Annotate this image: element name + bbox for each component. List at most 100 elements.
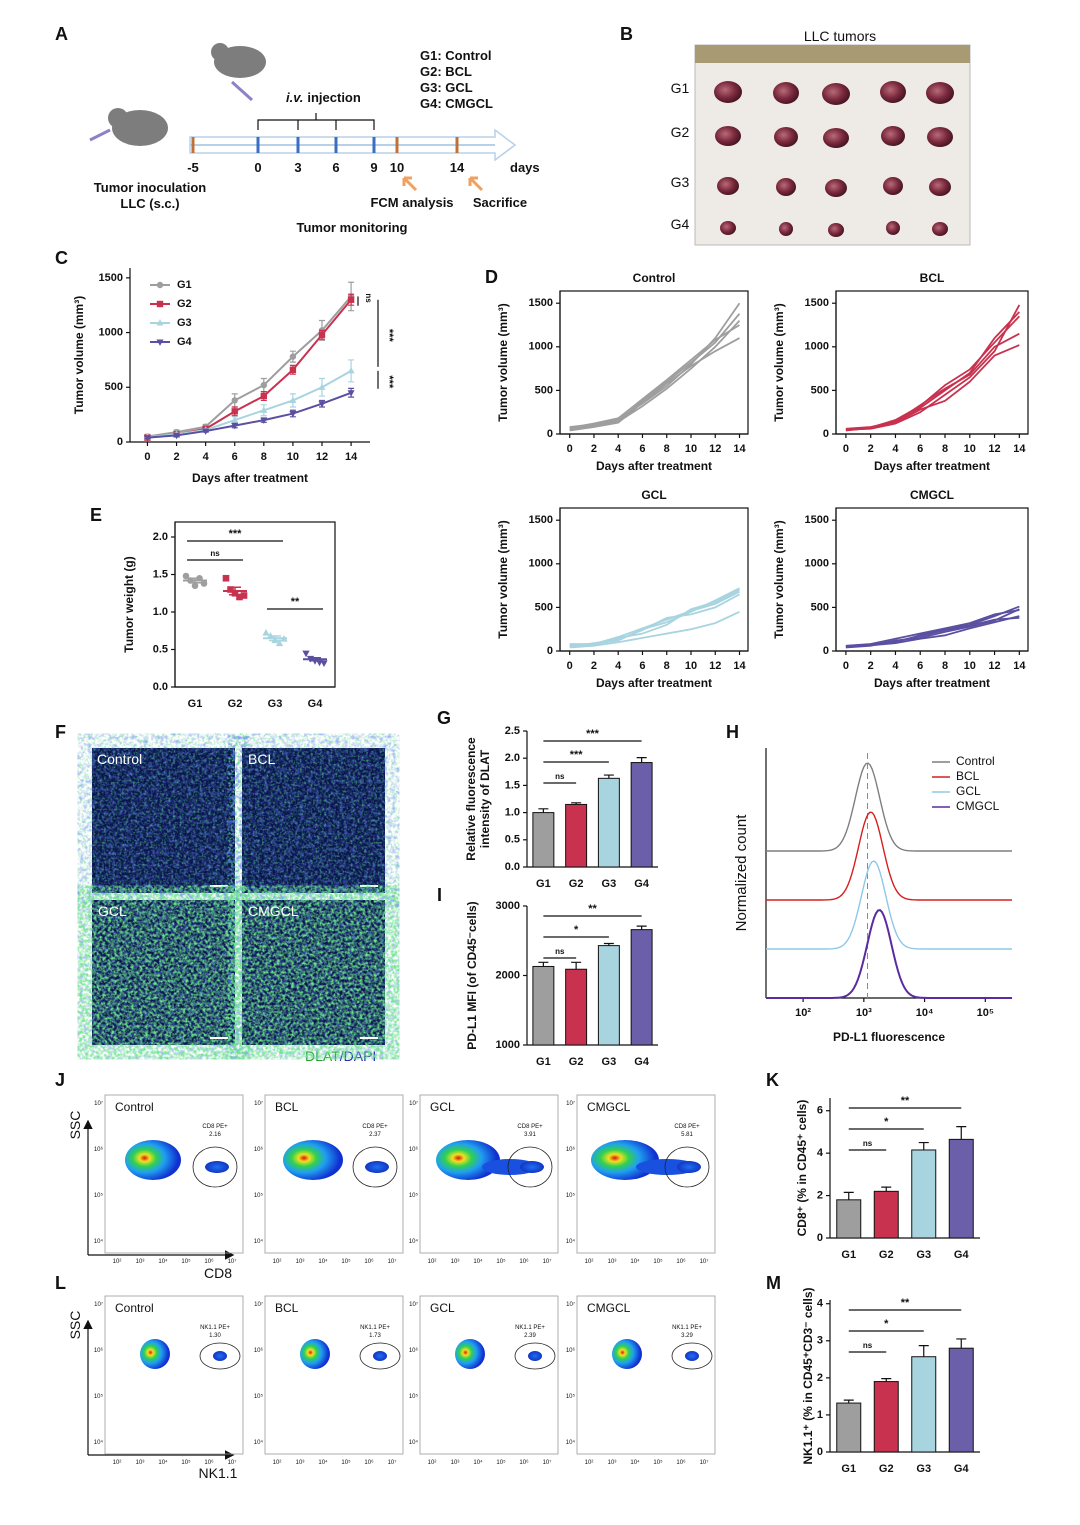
- flow-y-tick: 10⁷: [94, 1301, 103, 1308]
- y-axis-label: Tumor weight (g): [122, 556, 136, 652]
- timeline: [189, 128, 517, 162]
- y-tick-label: 1000: [805, 341, 829, 353]
- y-axis-label: CD8⁺ (% in CD45⁺ cells): [795, 1100, 809, 1237]
- x-tick-label: G1: [536, 1056, 551, 1068]
- bar: [911, 1356, 937, 1453]
- legend-label: G4: [177, 336, 193, 348]
- flow-x-tick: 10⁴: [473, 1258, 483, 1265]
- y-tick-label: 1500: [805, 514, 829, 526]
- arrow: [402, 176, 418, 192]
- panel-letter: J: [55, 1070, 65, 1090]
- flow-y-tick: 10⁶: [254, 1146, 264, 1153]
- y-tick-label: 0: [823, 428, 829, 440]
- flow-y-tick: 10⁶: [566, 1146, 576, 1153]
- x-tick-label: G2: [879, 1463, 894, 1475]
- density-curve: [766, 762, 1012, 852]
- injection: injection: [307, 90, 361, 105]
- y-tick-label: 0: [817, 1232, 823, 1244]
- flow-x-tick: 10⁴: [630, 1459, 640, 1466]
- y-axis-label: PD-L1 MFI (of CD45⁻cells): [465, 901, 479, 1049]
- x-tick-label: 6: [917, 443, 923, 455]
- flow-x-tick: 10²: [113, 1259, 122, 1265]
- significance-label: ns: [863, 1139, 873, 1148]
- flow-x-tick: 10²: [428, 1460, 437, 1466]
- legend-label: G3: [177, 317, 192, 329]
- y-tick-label: 0: [823, 645, 829, 657]
- flow-plot: [419, 1295, 559, 1455]
- x-tick-label: 0: [567, 660, 573, 672]
- schematic: G1: Control G2: BCL G3: GCL G4: CMGCL i.…: [89, 43, 540, 235]
- fcm-label: FCM analysis: [370, 195, 453, 210]
- marker: [156, 319, 164, 326]
- flow-y-tick: 10⁶: [254, 1347, 264, 1354]
- y-tick-label: 1.5: [505, 779, 520, 791]
- flow-group: GCL: [430, 1100, 455, 1114]
- marker: [289, 353, 297, 360]
- flow-y-tick: 10⁵: [409, 1393, 419, 1400]
- y-tick-label: 0.0: [153, 681, 168, 693]
- flow-x-label: CD8: [204, 1265, 232, 1281]
- row-label: G1: [671, 80, 690, 96]
- y-axis-label: Tumor volume (mm³): [72, 296, 86, 414]
- error-bar: [636, 757, 647, 763]
- y-tick-label: 0: [117, 436, 123, 448]
- image-label: Control: [97, 751, 142, 767]
- legend-label: BCL: [956, 769, 980, 783]
- flow-x-tick: 10³: [608, 1460, 617, 1466]
- bar: [911, 1149, 937, 1239]
- x-tick-label: G4: [634, 878, 650, 890]
- x-tick-label: 10: [685, 660, 697, 672]
- series-line: [845, 609, 1020, 647]
- marker: [202, 428, 210, 435]
- tumor: [822, 83, 850, 105]
- gate-label: NK1.1 PE+: [200, 1325, 230, 1331]
- series-line: [569, 320, 741, 431]
- tumor: [779, 222, 793, 236]
- flow-x-tick: 10⁴: [630, 1258, 640, 1265]
- x-tick-label: 14: [733, 660, 746, 672]
- error-bar: [603, 774, 614, 779]
- flow-x-tick: 10⁴: [318, 1258, 328, 1265]
- gated-population: [528, 1351, 542, 1361]
- error-bar: [189, 577, 201, 584]
- flow-y-label: SSC: [67, 1111, 83, 1140]
- monitoring-label: Tumor monitoring: [297, 220, 408, 235]
- flow-group: Control: [115, 1301, 154, 1315]
- flow-y-tick: 10⁴: [566, 1238, 576, 1245]
- marker: [260, 381, 268, 389]
- injection-bracket: [257, 113, 375, 130]
- series-line: [569, 590, 740, 646]
- plot-frame: [835, 507, 1029, 652]
- panel-letter: A: [55, 24, 68, 44]
- marker: [302, 650, 310, 658]
- error-bar: [956, 1338, 967, 1349]
- flow-group: CMGCL: [587, 1100, 631, 1114]
- bar: [565, 968, 588, 1046]
- y-tick-label: 1500: [529, 297, 553, 309]
- x-tick-label: G1: [188, 698, 203, 710]
- flow-x-tick: 10⁶: [364, 1459, 374, 1466]
- x-tick-label: 12: [709, 660, 721, 672]
- marker: [200, 580, 208, 587]
- x-tick-label: 12: [988, 660, 1000, 672]
- mouse-icon: [108, 108, 128, 128]
- x-tick-label: 8: [664, 443, 670, 455]
- tumor: [823, 128, 849, 148]
- flow-group: Control: [115, 1100, 154, 1114]
- significance-label: **: [291, 596, 300, 608]
- stain-legend: DLAT/DAPI: [305, 1048, 376, 1064]
- gated-population: [213, 1351, 227, 1361]
- image-label: BCL: [248, 751, 275, 767]
- density-curve: [766, 860, 1012, 950]
- y-tick-label: 1000: [805, 558, 829, 570]
- tumor: [715, 126, 741, 146]
- gate-value: 2.39: [524, 1333, 536, 1339]
- y-tick-label: 2000: [496, 969, 520, 981]
- tumor: [774, 127, 798, 147]
- series-line: [569, 589, 740, 647]
- flow-x-tick: 10⁵: [181, 1258, 191, 1265]
- x-tick-label: 0: [843, 443, 849, 455]
- marker: [262, 629, 270, 636]
- counterstain: /DAPI: [340, 1048, 377, 1064]
